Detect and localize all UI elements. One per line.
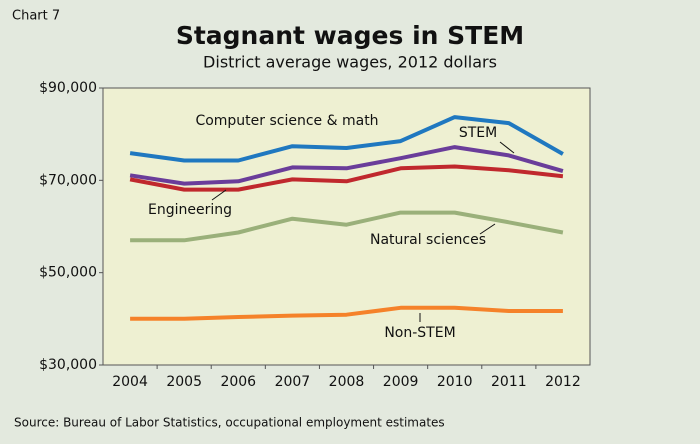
series-line	[130, 210, 564, 243]
x-tick-label: 2007	[275, 374, 311, 390]
series-line	[129, 164, 564, 192]
series-line	[130, 305, 563, 321]
x-tick-label: 2011	[491, 374, 527, 390]
series-label: Non-STEM	[384, 325, 455, 341]
x-tick-label: 2006	[220, 374, 256, 390]
y-tick-label: $50,000	[39, 265, 97, 281]
chart-title: Stagnant wages in STEM	[176, 21, 524, 50]
y-tick-label: $30,000	[39, 357, 97, 373]
x-tick-label: 2008	[329, 374, 365, 390]
series-label: STEM	[459, 125, 497, 141]
leader-line	[479, 223, 496, 235]
y-tick-label: $70,000	[39, 172, 97, 188]
series-label: Computer science & math	[195, 113, 378, 129]
series-line	[129, 115, 564, 163]
x-tick-label: 2004	[112, 374, 148, 390]
chart-label: Chart 7	[12, 9, 60, 24]
x-tick-label: 2009	[383, 374, 419, 390]
source-note: Source: Bureau of Labor Statistics, occu…	[14, 416, 445, 430]
x-tick-label: 2012	[545, 374, 581, 390]
series-label: Natural sciences	[370, 232, 486, 248]
series-label: Engineering	[148, 202, 232, 218]
x-tick-label: 2005	[166, 374, 202, 390]
leader-line	[499, 141, 515, 154]
y-tick-label: $90,000	[39, 80, 97, 96]
x-tick-label: 2010	[437, 374, 473, 390]
leader-line	[211, 189, 227, 201]
series-line	[129, 145, 564, 186]
chart-subtitle: District average wages, 2012 dollars	[203, 53, 497, 72]
